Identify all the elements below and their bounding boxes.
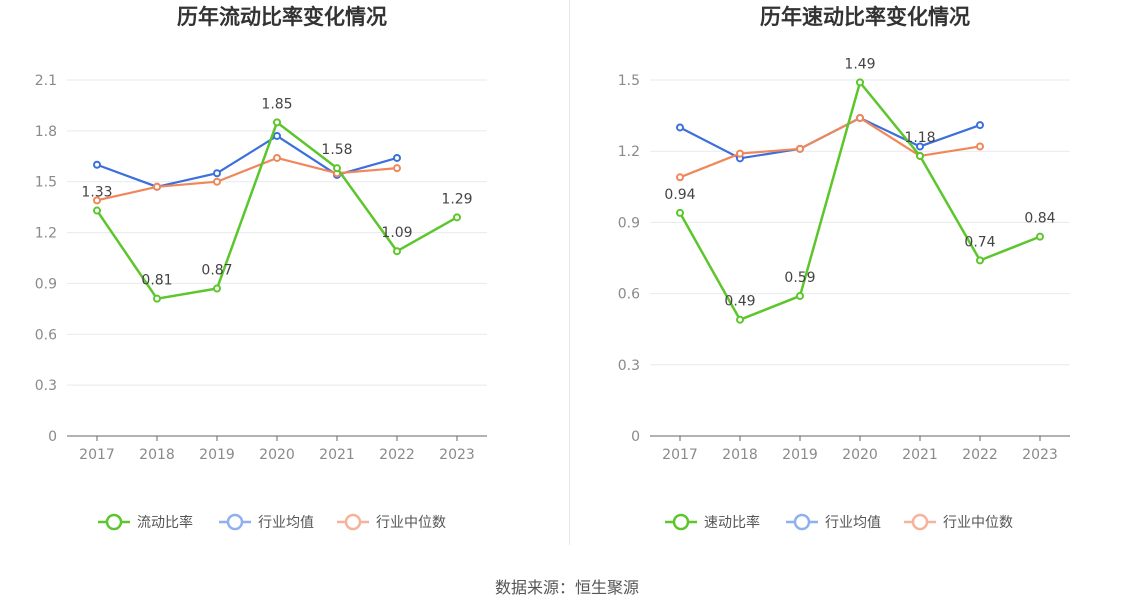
current-ratio-chart-panel: 历年流动比率变化情况 0 0.3 0.6 0.9 1.2 1.5 1.8 2.1 2017 2018… [0,0,567,560]
chart-title: 历年速动比率变化情况 [760,5,970,29]
data-point [273,131,281,140]
x-tick-label: 2020 [842,447,878,463]
data-point [676,208,684,217]
y-tick-label: 0.9 [618,215,640,231]
data-label: 0.49 [724,294,755,310]
y-tick-label: 0.6 [618,287,640,303]
data-point [393,153,401,162]
legend-marker [344,513,362,531]
panel-divider [569,0,570,545]
x-tick-label: 2019 [199,447,235,463]
y-tick-label: 0 [48,429,57,445]
data-point [273,118,281,127]
data-point [153,294,161,303]
data-point [976,256,984,265]
y-tick-label: 0.6 [35,327,57,343]
y-tick-label: 0.3 [618,358,640,374]
legend-label: 行业中位数 [376,515,446,531]
x-tick-label: 2022 [962,447,998,463]
data-point [976,142,984,151]
data-point [213,284,221,293]
x-tick-label: 2021 [319,447,355,463]
x-tick-label: 2021 [902,447,938,463]
data-point [393,164,401,173]
x-tick-label: 2017 [662,447,698,463]
y-tick-label: 1.5 [35,175,57,191]
y-tick-label: 1.2 [35,226,57,242]
data-label: 1.18 [904,130,935,146]
y-tick-label: 2.1 [35,73,57,89]
data-point [736,149,744,158]
y-tick-label: 0 [631,429,640,445]
x-tick-label: 2017 [79,447,115,463]
quick-ratio-chart: 历年速动比率变化情况 0 0.3 0.6 0.9 1.2 1.5 2017 2018 2019 20… [618,5,1070,531]
data-label: 0.87 [201,263,232,279]
data-label: 0.81 [141,273,172,289]
data-point [916,151,924,160]
x-tick-label: 2020 [259,447,295,463]
data-point [93,160,101,169]
data-label: 1.49 [844,56,875,72]
legend-label: 行业均值 [258,515,314,531]
data-point [976,121,984,130]
legend-label: 行业均值 [825,515,881,531]
data-point [393,247,401,256]
data-point [856,78,864,87]
data-point [1036,232,1044,241]
x-tick-label: 2019 [782,447,818,463]
x-tick-label: 2023 [1022,447,1058,463]
data-source-note: 数据来源：恒生聚源 [494,578,639,597]
data-point [273,153,281,162]
y-tick-label: 1.5 [618,73,640,89]
data-point [676,123,684,132]
y-tick-label: 0.9 [35,276,57,292]
y-tick-label: 0.3 [35,378,57,394]
x-tick-label: 2018 [722,447,758,463]
data-label: 0.84 [1024,211,1055,227]
data-label: 1.58 [321,142,352,158]
data-label: 1.33 [81,185,112,201]
data-point [153,182,161,191]
y-tick-label: 1.2 [618,144,640,160]
legend-marker [105,513,123,531]
legend-label: 行业中位数 [943,515,1013,531]
x-tick-label: 2022 [379,447,415,463]
x-tick-label: 2023 [439,447,475,463]
legend-marker [793,513,811,531]
x-tick-label: 2018 [139,447,175,463]
data-point [916,142,924,151]
data-label: 1.09 [381,225,412,241]
data-label: 0.94 [664,187,695,203]
y-tick-label: 1.8 [35,124,57,140]
data-point [856,113,864,122]
data-point [93,206,101,215]
data-label: 1.29 [441,191,472,207]
legend-marker [911,513,929,531]
data-label: 0.59 [784,270,815,286]
data-point [333,164,341,173]
data-point [213,169,221,178]
data-point [93,196,101,205]
legend-marker [672,513,690,531]
quick-ratio-chart-panel: 历年速动比率变化情况 0 0.3 0.6 0.9 1.2 1.5 2017 2018 2019 20… [567,0,1134,560]
legend-label: 速动比率 [704,514,760,531]
data-label: 0.74 [964,234,995,250]
chart-title: 历年流动比率变化情况 [177,5,387,29]
data-label: 1.85 [261,96,292,112]
data-point [796,291,804,300]
data-point [676,173,684,182]
data-point [796,144,804,153]
legend-label: 流动比率 [137,514,193,531]
data-point [736,315,744,324]
data-point [213,177,221,186]
series-line-2 [679,116,981,179]
data-point [453,213,461,222]
current-ratio-chart: 历年流动比率变化情况 0 0.3 0.6 0.9 1.2 1.5 1.8 2.1 2017 2018… [35,5,487,531]
series-line-2 [96,156,398,202]
legend-marker [226,513,244,531]
